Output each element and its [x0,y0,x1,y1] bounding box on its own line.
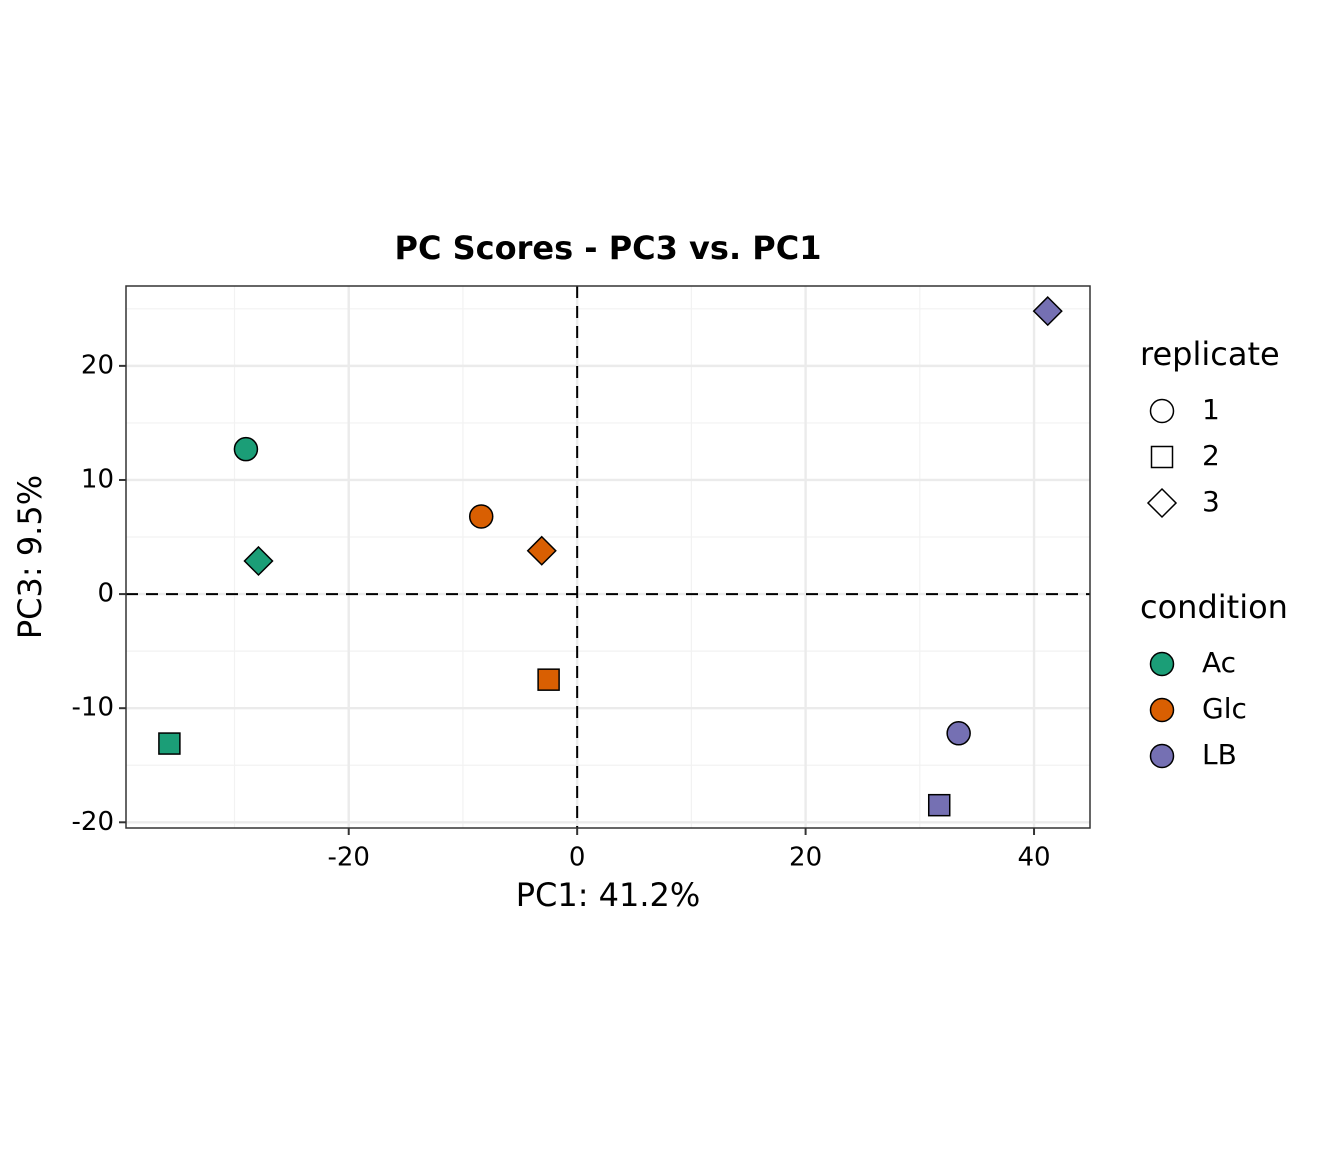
x-axis-title: PC1: 41.2% [516,876,701,914]
x-tick-label: -20 [327,843,369,873]
legend-label: 2 [1202,439,1220,472]
y-tick-label: 20 [81,350,114,380]
legend-symbol [1149,697,1175,723]
point [233,436,259,462]
legend-label: LB [1202,738,1237,771]
legend-symbol [1149,743,1175,769]
x-tick-label: 0 [569,843,586,873]
point [158,732,181,755]
point [927,793,951,817]
point [946,721,971,746]
x-tick-label: 20 [789,843,822,873]
legend-symbol [1149,651,1175,677]
point [468,504,494,529]
legend-symbol [1146,487,1178,519]
legend-title: condition [1140,588,1288,626]
y-tick-label: -20 [72,807,114,837]
legend-symbol [1149,398,1175,424]
y-tick-label: 10 [81,464,114,494]
legend-label: Glc [1202,692,1247,725]
legend-label: 3 [1202,485,1220,518]
point [526,535,557,566]
point [537,668,560,691]
plot-border [125,285,1091,829]
point [1032,296,1063,327]
legend-symbol [1150,445,1174,469]
point [243,545,274,577]
legend-label: Ac [1202,646,1236,679]
y-axis-title: PC3: 9.5% [11,475,49,639]
y-tick-label: 0 [97,579,114,609]
y-tick-label: -10 [72,693,114,723]
legend-title: replicate [1140,335,1280,373]
chart-title: PC Scores - PC3 vs. PC1 [395,229,822,267]
x-tick-label: 40 [1017,843,1050,873]
legend-label: 1 [1202,393,1220,426]
